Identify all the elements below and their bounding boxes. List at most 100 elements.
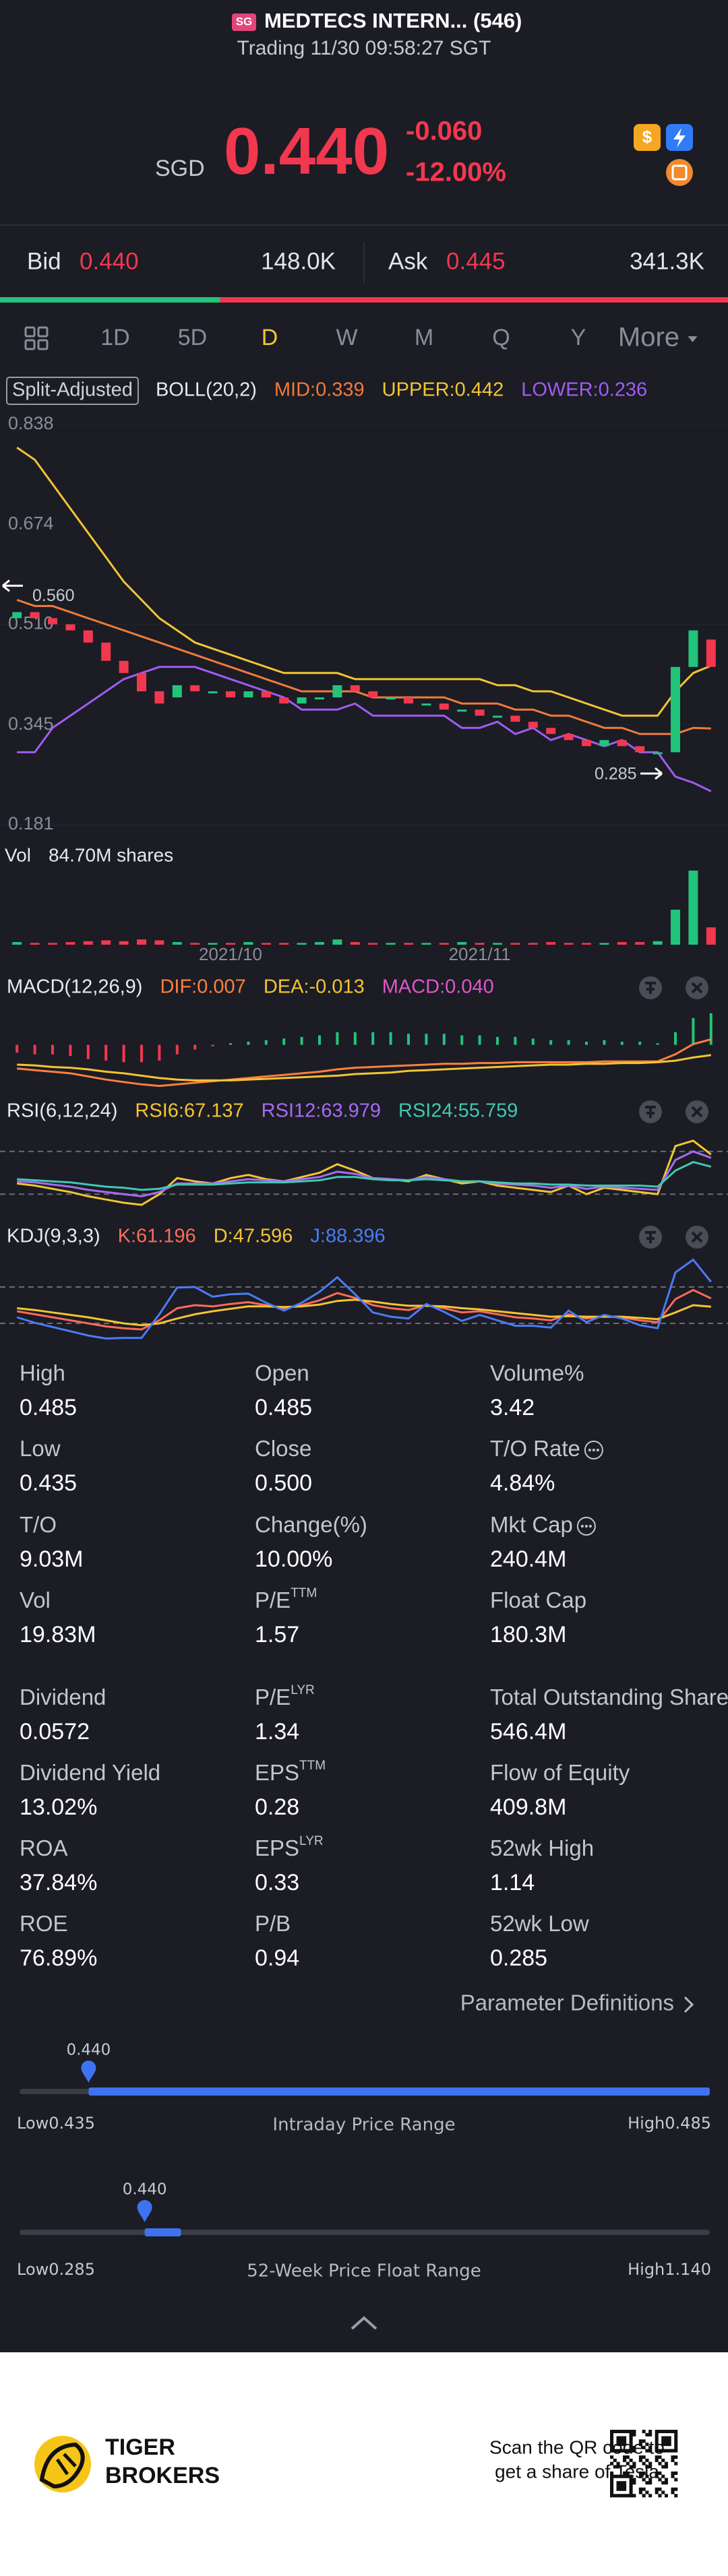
legend-entry: MACD:0.040 <box>382 976 494 998</box>
period-tab[interactable]: More <box>618 323 679 352</box>
layout-icon[interactable] <box>24 326 49 350</box>
indicator-name: BOLL(20,2) <box>156 379 257 401</box>
ask-label: Ask <box>388 248 428 274</box>
volume-bar <box>368 943 378 945</box>
volume-bar <box>30 943 40 945</box>
macd-bar <box>514 1036 517 1045</box>
stat-value: 19.83M <box>20 1622 96 1647</box>
stat-label: Dividend <box>20 1685 106 1709</box>
last-price: 0.440 <box>224 114 389 188</box>
qr-cell <box>638 2487 642 2491</box>
qr-cell <box>613 2430 617 2434</box>
cash-icon[interactable] <box>634 124 661 151</box>
range-low: Low0.285 <box>17 2260 95 2279</box>
info-icon[interactable] <box>576 1517 596 1536</box>
badge-box <box>6 377 139 405</box>
qr-cell <box>623 2436 627 2440</box>
legend-entry: D:47.596 <box>214 1226 293 1247</box>
qr-cell <box>667 2436 671 2440</box>
period-tab[interactable]: W <box>336 325 357 350</box>
qr-cell <box>664 2465 669 2469</box>
qr-cell <box>661 2430 665 2434</box>
stat-value: 1.34 <box>255 1719 299 1745</box>
macd-bar <box>567 1040 570 1045</box>
qr-cell <box>674 2449 678 2453</box>
qr-cell <box>632 2481 636 2485</box>
range-pin <box>81 2061 96 2083</box>
legend-entry: K:61.196 <box>118 1226 196 1247</box>
qr-cell <box>674 2443 678 2447</box>
volume-bar <box>582 943 591 945</box>
info-icon[interactable] <box>584 1441 603 1459</box>
period-tab[interactable]: 1D <box>100 325 129 350</box>
qr-cell <box>629 2478 633 2482</box>
macd-bar <box>16 1044 19 1053</box>
range-high-value: 0.485 <box>665 2114 711 2133</box>
qr-cell <box>648 2430 653 2434</box>
qr-cell <box>619 2436 624 2440</box>
info-dot <box>592 1449 595 1451</box>
period-tab[interactable]: 5D <box>178 325 207 350</box>
macd-bar <box>531 1038 535 1045</box>
parameter-definitions[interactable]: Parameter Definitions <box>460 1990 674 2015</box>
stat-label: ROE <box>20 1911 68 1936</box>
y-tick-label: 0.345 <box>8 714 54 734</box>
collapse-chevron[interactable] <box>351 2316 377 2330</box>
macd-bar <box>158 1044 161 1061</box>
volume-bar <box>226 943 235 945</box>
candle-body <box>653 752 663 755</box>
period-tab[interactable]: M <box>415 325 433 350</box>
volume-bar <box>12 942 22 945</box>
cash-icon-glyph: $ <box>642 127 653 147</box>
stat-label: Flow of Equity <box>490 1760 630 1785</box>
stat-label: P/ETTM <box>255 1586 317 1612</box>
qr-cell <box>674 2436 678 2440</box>
qr-cell <box>610 2471 614 2475</box>
qr-cell <box>616 2487 620 2491</box>
trade-icon[interactable] <box>666 159 693 186</box>
candle-body <box>65 624 75 631</box>
candle-body <box>457 710 467 712</box>
qr-cell <box>674 2471 678 2475</box>
period-tab[interactable]: D <box>262 325 278 350</box>
qr-cell <box>664 2494 669 2498</box>
stat-value: 0.33 <box>255 1870 299 1895</box>
stat-label-text: Total Outstanding Shares <box>490 1685 728 1709</box>
macd-bar <box>371 1032 375 1045</box>
qr-cell <box>632 2432 636 2437</box>
volume-bar <box>546 942 556 945</box>
volume-bar <box>119 941 129 945</box>
period-tab[interactable]: Y <box>571 325 586 350</box>
qr-cell <box>623 2471 627 2475</box>
qr-cell <box>655 2430 659 2434</box>
qr-cell <box>610 2487 614 2491</box>
currency: SGD <box>155 156 205 181</box>
period-tab[interactable]: Q <box>492 325 510 350</box>
stat-label-text: Flow of Equity <box>490 1760 630 1785</box>
qr-cell <box>664 2443 669 2447</box>
qr-cell <box>661 2458 665 2462</box>
volume-bar <box>315 942 324 945</box>
qr-cell <box>661 2465 665 2469</box>
range-low-value: 0.285 <box>49 2260 95 2279</box>
qr-cell <box>629 2487 633 2491</box>
qr-cell <box>645 2458 649 2462</box>
range-high: High1.140 <box>628 2260 711 2279</box>
macd-bar <box>86 1044 90 1059</box>
indicator-name: KDJ(9,3,3) <box>7 1226 100 1247</box>
qr-cell <box>642 2439 646 2443</box>
macd-bar <box>193 1044 197 1050</box>
volume-bar <box>421 943 431 945</box>
qr-cell <box>667 2443 671 2447</box>
stat-value: 0.28 <box>255 1794 299 1820</box>
candle-body <box>154 691 164 704</box>
qr-cell <box>658 2455 662 2459</box>
indicator-line <box>17 1139 712 1206</box>
qr-cell <box>655 2443 659 2447</box>
volume-bar <box>154 940 164 945</box>
stat-label-text: EPS <box>255 1760 299 1785</box>
qr-cell <box>610 2439 614 2443</box>
qr-cell <box>629 2474 633 2478</box>
qr-cell <box>642 2478 646 2482</box>
